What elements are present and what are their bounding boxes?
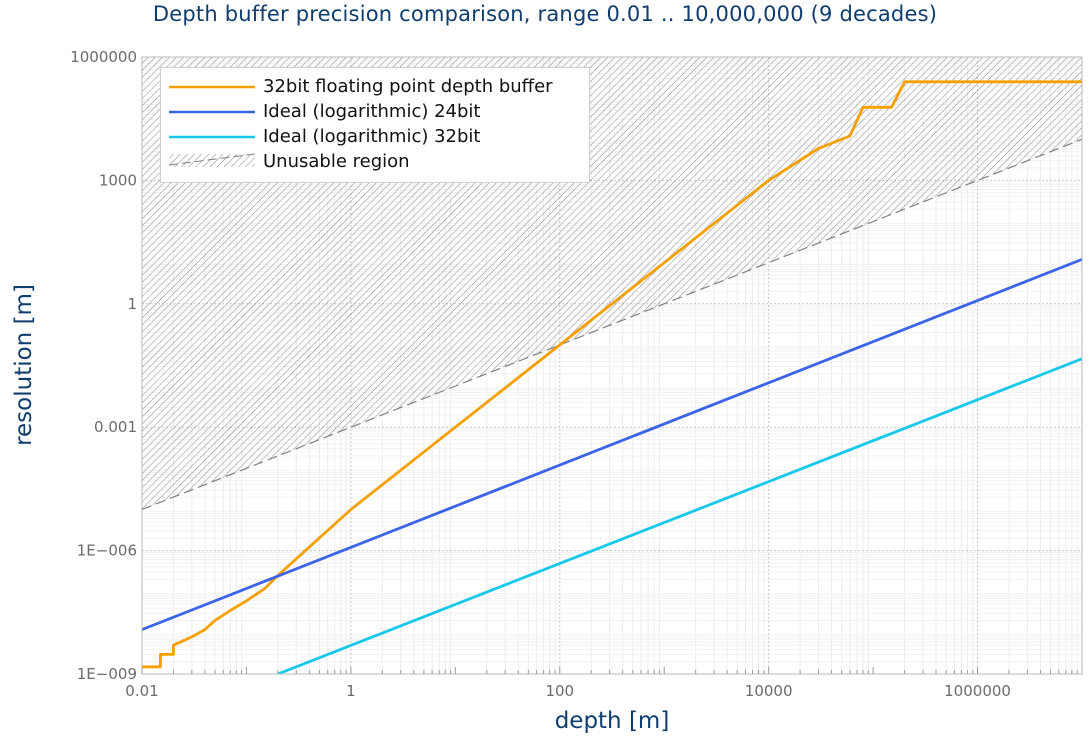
series-line-1 bbox=[142, 258, 1082, 631]
legend-label-log32: Ideal (logarithmic) 32bit bbox=[263, 126, 481, 147]
legend: 32bit floating point depth buffer Ideal … bbox=[160, 67, 590, 183]
y-tick-label: 1E−006 bbox=[77, 542, 137, 560]
legend-swatch-fp32 bbox=[169, 85, 255, 89]
legend-swatch-unusable bbox=[169, 153, 255, 167]
series-line-2 bbox=[277, 357, 1082, 674]
legend-swatch-log24 bbox=[169, 110, 255, 114]
series-group bbox=[142, 80, 1082, 674]
x-tick-label: 1000000 bbox=[944, 682, 1011, 700]
x-tick-label: 10000 bbox=[745, 682, 793, 700]
x-axis-label: depth [m] bbox=[554, 708, 670, 734]
legend-label-unusable: Unusable region bbox=[263, 151, 410, 172]
y-tick-label: 1000 bbox=[99, 171, 137, 189]
y-tick-label: 1 bbox=[127, 295, 137, 313]
legend-swatch-log32 bbox=[169, 135, 255, 139]
legend-item-unusable: Unusable region bbox=[161, 151, 589, 173]
legend-label-fp32: 32bit floating point depth buffer bbox=[263, 76, 553, 97]
chart-title: Depth buffer precision comparison, range… bbox=[152, 2, 938, 26]
y-axis-label: resolution [m] bbox=[11, 284, 37, 446]
y-tick-label: 1000000 bbox=[70, 48, 137, 66]
ticks: 0.01 1 100 10000 1000000 1E−009 1E−006 0.001 1 10… bbox=[70, 48, 1078, 700]
y-tick-label: 0.001 bbox=[94, 418, 137, 436]
unusable-boundary-line bbox=[142, 138, 1082, 511]
legend-item-log24: Ideal (logarithmic) 24bit bbox=[161, 101, 589, 123]
x-tick-label: 0.01 bbox=[125, 682, 158, 700]
y-tick-label: 1E−009 bbox=[77, 665, 137, 683]
legend-label-log24: Ideal (logarithmic) 24bit bbox=[263, 101, 481, 122]
x-tick-label: 1 bbox=[346, 682, 356, 700]
legend-item-fp32: 32bit floating point depth buffer bbox=[161, 76, 589, 98]
legend-item-log32: Ideal (logarithmic) 32bit bbox=[161, 126, 589, 148]
x-tick-label: 100 bbox=[545, 682, 574, 700]
plot-frame bbox=[141, 56, 1083, 675]
